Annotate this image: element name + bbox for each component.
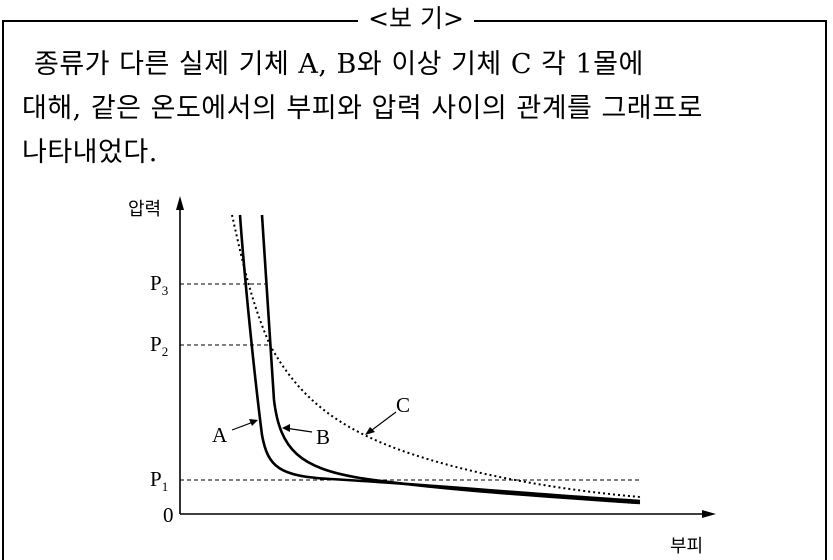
origin-label: 0 [163, 503, 174, 527]
label-a: A [212, 423, 228, 447]
tick-p1: P1 [150, 467, 168, 494]
paragraph-line-2: 대해, 같은 온도에서의 부피와 압력 사이의 관계를 그래프로 [22, 93, 703, 124]
box-title: <보 기> [368, 4, 464, 33]
arrow-c [367, 411, 397, 434]
curve-a [238, 214, 641, 503]
arrow-b-head-icon [282, 424, 290, 432]
label-c: C [396, 393, 410, 417]
label-b: B [316, 425, 330, 449]
problem-paragraph: 종류가 다른 실제 기체 A, B와 이상 기체 C 각 1몰에 대해, 같은 … [22, 43, 812, 175]
arrow-c-head-icon [365, 427, 375, 435]
y-axis-arrow-icon [176, 196, 184, 210]
y-axis-label: 압력 [128, 199, 161, 220]
tick-p3: P3 [150, 271, 168, 298]
paragraph-line-1: 종류가 다른 실제 기체 A, B와 이상 기체 C 각 1몰에 [34, 49, 644, 80]
tick-p2: P2 [150, 332, 168, 359]
arrow-a-head-icon [249, 419, 258, 426]
paragraph-line-3: 나타내었다. [22, 137, 158, 168]
curve-b [260, 214, 641, 505]
curve-c [231, 214, 641, 498]
x-axis-arrow-icon [702, 510, 716, 518]
x-axis-label: 부피 [670, 536, 703, 556]
title-gap [358, 6, 474, 36]
